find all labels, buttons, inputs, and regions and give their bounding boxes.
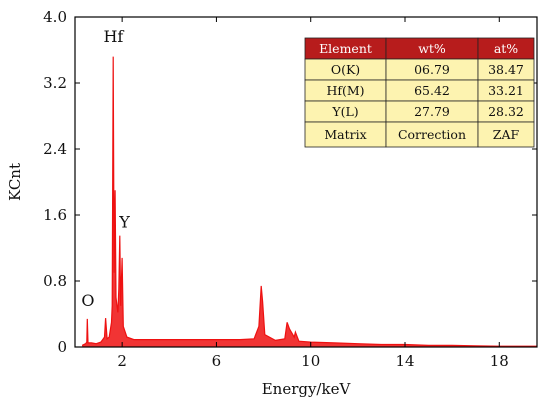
table-cell-text: 28.32 [488, 104, 524, 119]
x-axis-title: Energy/keV [262, 380, 352, 398]
plot-frame [74, 16, 538, 348]
x-tick-label: 18 [490, 352, 509, 370]
table-cell-text: 65.42 [414, 83, 450, 98]
table-cell-text: Y(L) [331, 104, 358, 119]
table-cell [385, 121, 479, 148]
table-cell-text: 06.79 [414, 62, 450, 77]
y-tick-label: 4.0 [43, 8, 67, 26]
table-cell-text: Matrix [324, 127, 366, 142]
table-header-text: wt% [418, 41, 446, 56]
table-cell-text: Hf(M) [326, 83, 364, 98]
y-tick-label: 1.6 [43, 206, 67, 224]
spectrum-line-0 [81, 56, 537, 347]
table-cell-text: 27.79 [414, 104, 450, 119]
y-tick-label: 0 [57, 338, 67, 356]
x-tick-label: 2 [117, 352, 127, 370]
table-header-text: at% [494, 41, 518, 56]
table-cell-text: ZAF [493, 127, 520, 142]
table-header-text: Element [319, 41, 372, 56]
spectrum-series [81, 56, 537, 347]
table-cell-text: 33.21 [488, 83, 524, 98]
composition-table: Element wt% at% O(K) 06.79 38.47 Hf(M) 65.42 33.… [304, 37, 535, 148]
table-cell-text: 38.47 [488, 62, 524, 77]
y-tick-label: 2.4 [43, 140, 67, 158]
y-axis-title: KCnt [6, 163, 24, 201]
peak-label-hf: Hf [103, 27, 124, 46]
axis-ticks: 2 6 10 14 18 0 0.8 1.6 2.4 3.2 4.0 [43, 8, 537, 370]
x-tick-label: 10 [301, 352, 320, 370]
peak-label-o: O [81, 291, 94, 310]
table-cell-text: Correction [398, 127, 466, 142]
x-tick-label: 14 [395, 352, 414, 370]
table-cell [304, 121, 387, 148]
y-tick-label: 0.8 [43, 272, 67, 290]
table-cell-text: O(K) [331, 62, 360, 77]
y-tick-label: 3.2 [43, 74, 67, 92]
x-tick-label: 6 [212, 352, 222, 370]
table-cell [477, 121, 535, 148]
peak-annotations: Hf Y O [81, 27, 130, 310]
peak-label-y: Y [118, 212, 130, 231]
